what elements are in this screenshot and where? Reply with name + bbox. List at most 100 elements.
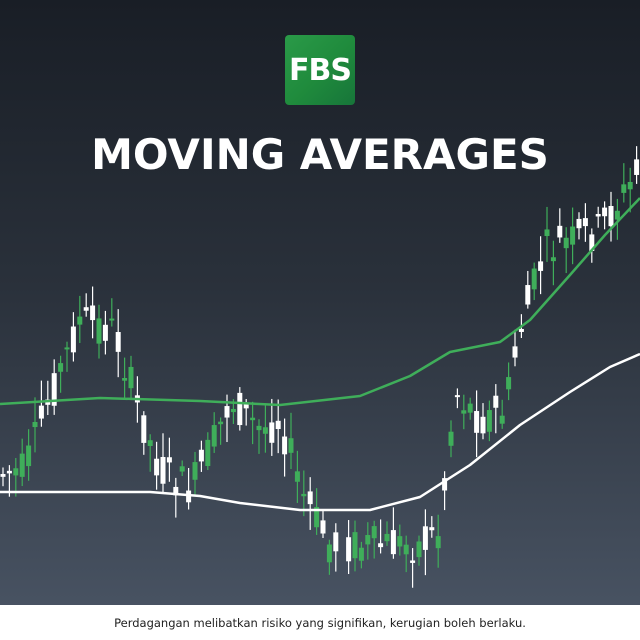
candle xyxy=(518,328,524,332)
candle xyxy=(51,373,57,406)
candle xyxy=(166,457,172,463)
candle xyxy=(358,547,364,561)
slow-moving-average xyxy=(0,352,640,512)
candle xyxy=(26,445,32,467)
disclaimer: Perdagangan melibatkan risiko yang signi… xyxy=(0,605,640,640)
candle xyxy=(493,395,499,408)
candle xyxy=(474,411,480,433)
candle xyxy=(320,520,326,534)
candle xyxy=(160,457,166,484)
candle xyxy=(115,332,121,352)
candle xyxy=(435,536,441,549)
candle xyxy=(38,405,44,419)
candle xyxy=(608,205,614,227)
candle xyxy=(230,408,236,413)
candle xyxy=(429,527,435,531)
candle xyxy=(384,533,390,542)
candle xyxy=(282,436,288,455)
candle xyxy=(77,316,83,325)
candle xyxy=(461,410,467,414)
candle xyxy=(480,416,486,434)
candle xyxy=(442,478,448,491)
candle xyxy=(198,449,204,462)
candle xyxy=(6,470,12,474)
candle xyxy=(294,471,300,482)
candle xyxy=(173,486,179,496)
candle xyxy=(83,307,89,311)
candlestick-illustration xyxy=(0,159,640,575)
candle xyxy=(237,392,243,426)
candle xyxy=(563,237,569,249)
candle xyxy=(416,541,422,558)
candle xyxy=(550,257,556,262)
candle xyxy=(275,420,281,430)
candle xyxy=(352,532,358,559)
candle xyxy=(314,507,320,528)
candle xyxy=(0,474,6,477)
candle xyxy=(621,184,627,193)
candle xyxy=(243,403,249,409)
candle xyxy=(307,491,313,505)
candle xyxy=(589,234,595,252)
candle xyxy=(544,229,550,237)
candle xyxy=(614,210,620,220)
candle xyxy=(19,453,25,477)
candle xyxy=(397,536,403,547)
candle xyxy=(634,159,640,175)
title: MOVING AVERAGES xyxy=(91,130,549,179)
candle xyxy=(602,207,608,217)
candle xyxy=(486,410,492,432)
logo: FBS xyxy=(285,35,355,105)
candle xyxy=(250,417,256,421)
candle xyxy=(422,526,428,550)
candle xyxy=(269,422,275,443)
candle xyxy=(582,218,588,227)
candle xyxy=(141,415,147,443)
candle xyxy=(211,425,217,447)
candle xyxy=(410,560,416,563)
candle xyxy=(512,346,518,358)
candle xyxy=(96,318,102,344)
candle xyxy=(147,440,153,446)
candle xyxy=(448,431,454,446)
candle xyxy=(454,395,460,398)
candle xyxy=(346,537,352,562)
candle xyxy=(595,213,601,217)
candle xyxy=(531,268,537,290)
candle xyxy=(627,181,633,190)
candle xyxy=(333,532,339,552)
candle xyxy=(403,544,409,555)
candle xyxy=(224,406,230,418)
candle xyxy=(109,318,115,321)
candle xyxy=(154,458,160,476)
candle xyxy=(538,261,544,271)
candle xyxy=(467,403,473,413)
candle xyxy=(205,439,211,467)
candle xyxy=(192,462,198,480)
candle xyxy=(506,377,512,390)
candle xyxy=(262,427,268,434)
candle xyxy=(525,285,531,305)
candle xyxy=(301,493,307,497)
candle xyxy=(570,226,576,245)
candle xyxy=(70,326,76,353)
candle xyxy=(90,305,96,321)
candle xyxy=(576,218,582,229)
candle xyxy=(218,421,224,425)
candle xyxy=(186,490,192,503)
candle xyxy=(64,347,70,350)
candle xyxy=(378,543,384,548)
fast-moving-average xyxy=(0,197,640,407)
candle xyxy=(557,225,563,238)
candle xyxy=(365,535,371,545)
candle xyxy=(58,363,64,372)
candle xyxy=(256,425,262,431)
candle xyxy=(122,378,128,381)
candle xyxy=(13,468,19,476)
candle xyxy=(128,366,134,389)
candle xyxy=(32,422,38,428)
candle xyxy=(499,415,505,424)
candle xyxy=(102,324,108,341)
candle xyxy=(390,530,396,555)
